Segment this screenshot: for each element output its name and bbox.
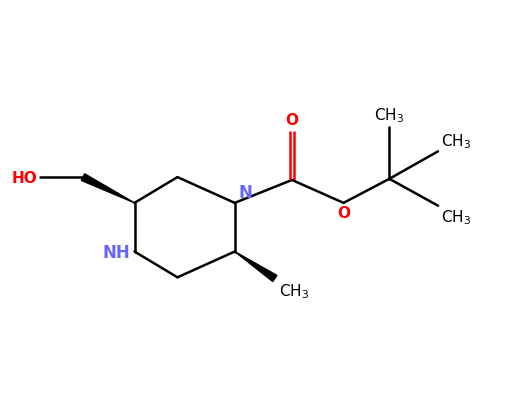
Text: HO: HO <box>11 170 37 185</box>
Text: CH$_3$: CH$_3$ <box>441 208 471 227</box>
Text: O: O <box>338 205 351 220</box>
Text: CH$_3$: CH$_3$ <box>279 282 309 300</box>
Text: NH: NH <box>103 243 130 261</box>
Polygon shape <box>81 174 134 203</box>
Text: O: O <box>286 113 299 128</box>
Polygon shape <box>235 252 277 282</box>
Text: CH$_3$: CH$_3$ <box>374 106 404 125</box>
Text: N: N <box>239 183 253 201</box>
Text: CH$_3$: CH$_3$ <box>441 132 471 150</box>
